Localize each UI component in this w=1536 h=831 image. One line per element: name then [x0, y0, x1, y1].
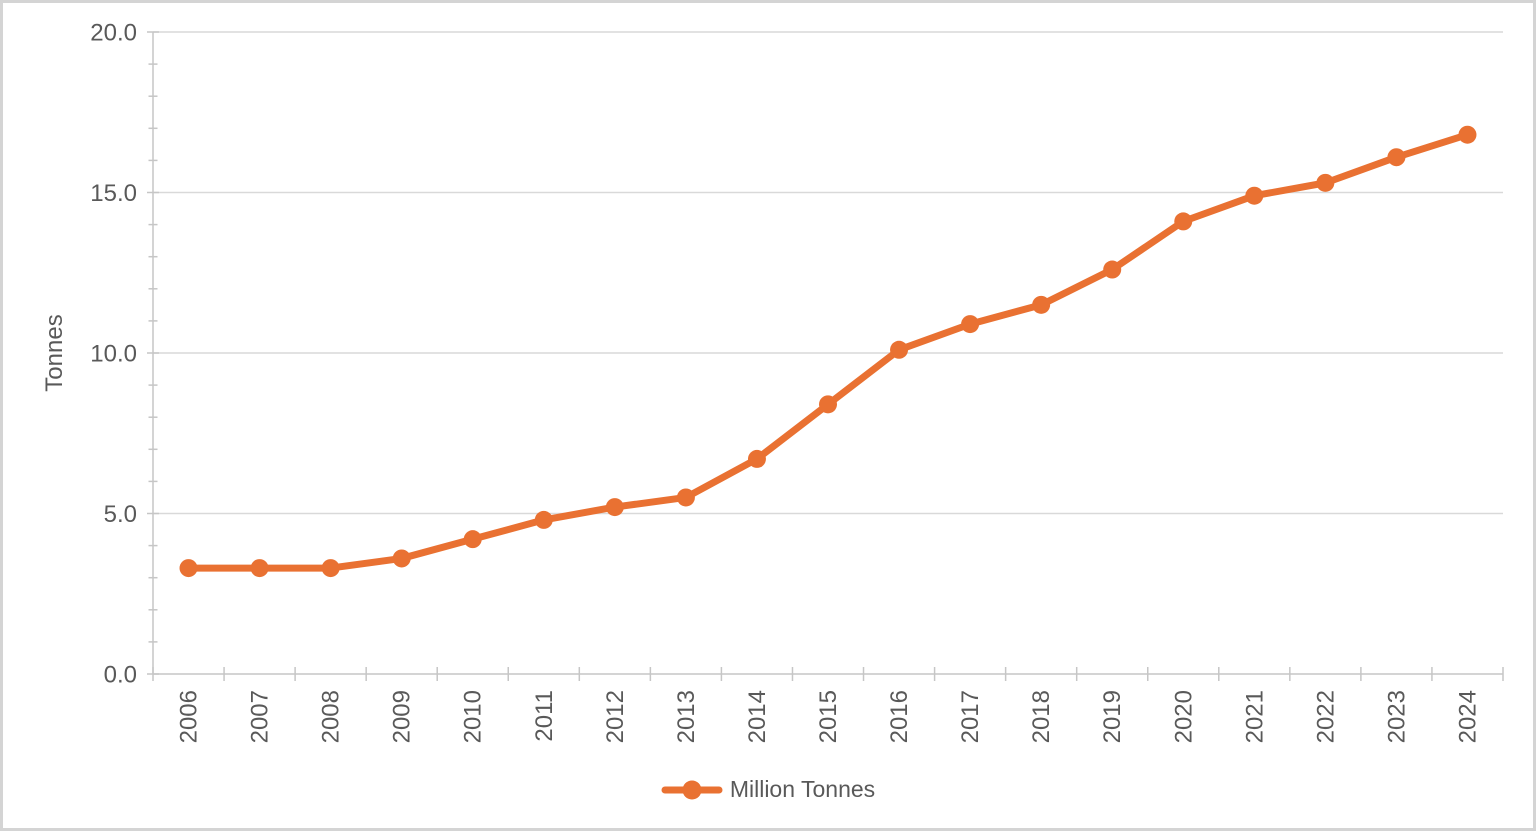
series-line — [185, 131, 1471, 572]
x-tick-label: 2016 — [886, 690, 913, 743]
x-tick-label: 2018 — [1028, 690, 1055, 743]
y-tick-label: 20.0 — [90, 20, 137, 47]
x-tick-label: 2022 — [1312, 690, 1339, 743]
data-point-marker — [890, 340, 909, 359]
data-point-marker — [321, 559, 340, 578]
y-tick-label: 15.0 — [90, 180, 137, 207]
x-tick-label: 2006 — [176, 690, 203, 743]
data-point-marker — [1245, 186, 1264, 205]
x-tick-label: 2021 — [1241, 690, 1268, 743]
legend: Million Tonnes — [3, 776, 1533, 803]
x-tick-label: 2007 — [247, 690, 274, 743]
data-point-marker — [605, 498, 624, 517]
data-point-marker — [392, 549, 411, 568]
y-tick-label: 5.0 — [104, 501, 137, 528]
x-tick-label: 2020 — [1170, 690, 1197, 743]
data-point-marker — [747, 449, 766, 468]
data-point-marker — [1458, 125, 1477, 144]
x-tick-label: 2014 — [744, 690, 771, 743]
data-point-marker — [534, 510, 553, 529]
data-point-marker — [1387, 148, 1406, 167]
data-point-marker — [1316, 173, 1335, 192]
x-tick-label: 2019 — [1099, 690, 1126, 743]
x-tick-label: 2013 — [673, 690, 700, 743]
x-tick-label: 2010 — [460, 690, 487, 743]
x-tick-label: 2008 — [318, 690, 345, 743]
y-tick-label: 0.0 — [104, 662, 137, 689]
x-tick-label: 2011 — [531, 690, 558, 742]
data-point-marker — [961, 315, 980, 334]
legend-label: Million Tonnes — [729, 776, 876, 802]
legend-dot-icon — [682, 780, 702, 799]
x-tick-label: 2023 — [1383, 690, 1410, 743]
data-point-marker — [1103, 260, 1122, 279]
line-chart-plot: 0.0 5.0 10.0 15.0 20.0 2006 2007 2008 2009 2010 20… — [90, 20, 1504, 743]
y-tick-label: 10.0 — [90, 341, 137, 368]
x-tick-label: 2024 — [1454, 690, 1481, 743]
x-tick-label: 2009 — [389, 690, 416, 743]
data-point-marker — [463, 530, 482, 549]
data-point-marker — [179, 559, 198, 578]
legend-marker-icon — [661, 780, 723, 799]
y-axis-title: Tonnes — [41, 314, 68, 392]
x-tick-label: 2012 — [602, 690, 629, 743]
data-point-marker — [250, 559, 269, 578]
data-point-marker — [1032, 295, 1051, 314]
data-point-marker — [676, 488, 695, 507]
x-tick-label: 2017 — [957, 690, 984, 743]
x-tick-label: 2015 — [815, 690, 842, 743]
data-point-marker — [819, 395, 837, 414]
data-point-marker — [1174, 212, 1193, 231]
